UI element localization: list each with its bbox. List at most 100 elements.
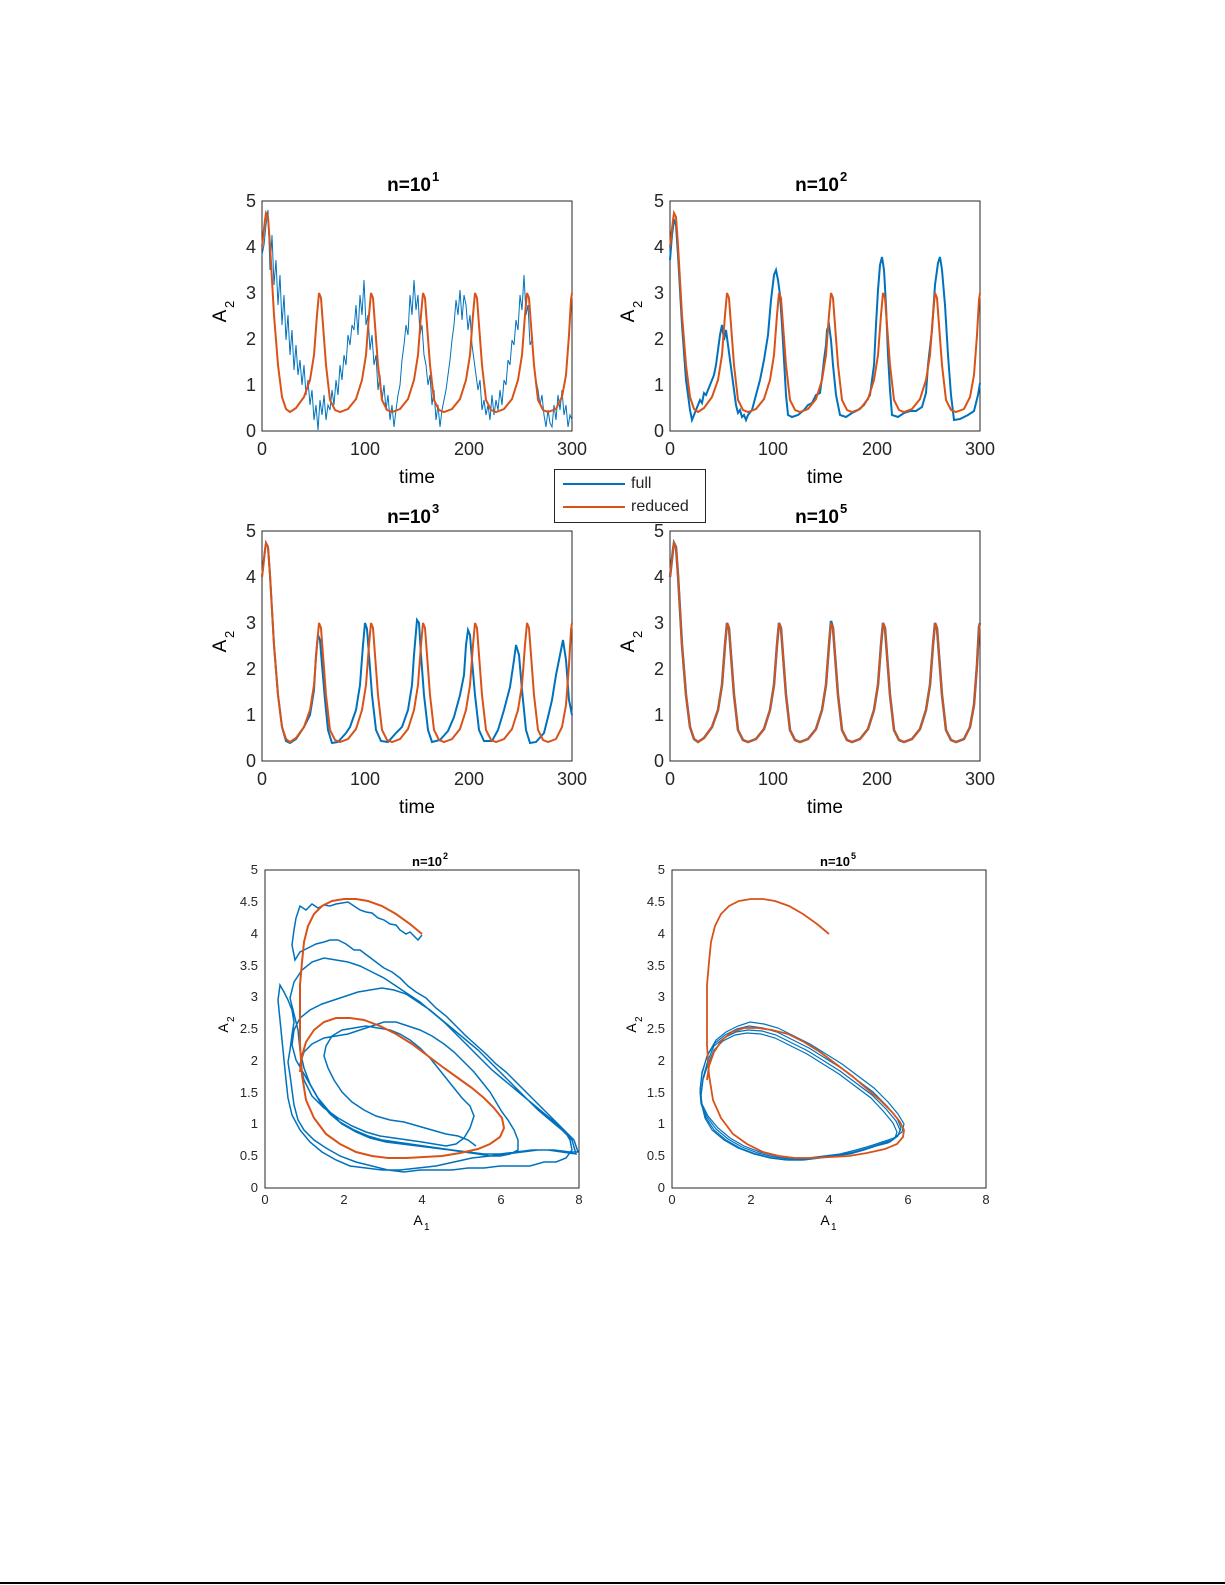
svg-text:2: 2 — [226, 1016, 237, 1022]
svg-text:3.5: 3.5 — [240, 958, 258, 973]
svg-text:A: A — [210, 309, 231, 322]
x-tick-labels: 0 2 4 6 8 — [668, 1192, 989, 1207]
svg-text:2: 2 — [246, 659, 256, 679]
svg-text:5: 5 — [840, 501, 847, 516]
page-bottom-rule — [0, 1582, 1225, 1584]
svg-text:2: 2 — [630, 631, 645, 638]
svg-text:0.5: 0.5 — [647, 1148, 665, 1163]
legend: full reduced — [554, 469, 706, 523]
series-full — [261, 209, 573, 431]
svg-text:2: 2 — [251, 1053, 258, 1068]
y-axis-label: A 2 — [215, 1016, 237, 1033]
svg-text:3: 3 — [251, 989, 258, 1004]
x-axis-label: time — [807, 467, 843, 488]
svg-text:300: 300 — [965, 769, 995, 789]
x-axis-label: A 1 — [413, 1212, 430, 1233]
svg-text:3: 3 — [246, 283, 256, 303]
y-axis-label: A 2 — [618, 631, 645, 653]
svg-text:4.5: 4.5 — [647, 894, 665, 909]
x-tick-labels: 0 100 200 300 — [665, 769, 995, 789]
svg-text:2: 2 — [747, 1192, 754, 1207]
svg-text:2: 2 — [222, 301, 237, 308]
y-axis-label: A 2 — [210, 631, 237, 653]
chart-panel-n10-5: n=10 5 0 1 2 3 4 5 0 100 200 300 time A 2 — [608, 495, 1008, 825]
svg-text:5: 5 — [246, 521, 256, 541]
svg-text:4: 4 — [654, 237, 664, 257]
y-tick-labels: 0 1 2 3 4 5 — [246, 191, 256, 441]
chart-svg: n=10 3 0 1 2 3 4 5 0 100 200 300 time A 2 — [210, 501, 587, 818]
legend-line-reduced — [563, 506, 625, 508]
svg-text:A: A — [623, 1023, 639, 1033]
svg-text:4.5: 4.5 — [240, 894, 258, 909]
svg-text:1.5: 1.5 — [647, 1085, 665, 1100]
chart-panel-n10-3: n=10 3 0 1 2 3 4 5 0 100 200 300 time A 2 — [200, 495, 600, 825]
svg-text:1: 1 — [654, 705, 664, 725]
svg-text:4: 4 — [246, 237, 256, 257]
svg-text:1.5: 1.5 — [240, 1085, 258, 1100]
plot-area — [264, 869, 580, 1189]
svg-text:100: 100 — [758, 769, 788, 789]
svg-text:2: 2 — [840, 169, 847, 184]
plot-area — [669, 200, 981, 432]
x-tick-labels: 0 100 200 300 — [257, 769, 587, 789]
svg-text:300: 300 — [965, 439, 995, 459]
svg-text:A: A — [215, 1023, 231, 1033]
svg-text:3: 3 — [432, 501, 439, 516]
plot-area — [261, 200, 573, 432]
svg-text:A: A — [618, 639, 639, 652]
svg-text:2: 2 — [634, 1016, 645, 1022]
y-tick-labels: 0 0.5 1 1.5 2 2.5 3 3.5 4 4.5 5 — [647, 862, 665, 1195]
svg-text:0: 0 — [658, 1180, 665, 1195]
y-tick-labels: 0 1 2 3 4 5 — [246, 521, 256, 771]
plot-area — [261, 530, 573, 762]
y-axis-label: A 2 — [623, 1016, 645, 1033]
svg-text:3.5: 3.5 — [647, 958, 665, 973]
legend-item-full: full — [563, 474, 651, 494]
x-tick-labels: 0 2 4 6 8 — [261, 1192, 582, 1207]
svg-text:5: 5 — [654, 521, 664, 541]
svg-text:1: 1 — [246, 705, 256, 725]
y-tick-labels: 0 1 2 3 4 5 — [654, 191, 664, 441]
svg-text:1: 1 — [251, 1116, 258, 1131]
chart-title: n=10 — [820, 854, 850, 869]
plot-area — [669, 530, 981, 762]
svg-text:1: 1 — [246, 375, 256, 395]
chart-svg: n=10 5 0 1 2 3 4 5 0 100 200 300 time A 2 — [618, 501, 995, 818]
svg-text:2: 2 — [340, 1192, 347, 1207]
svg-text:3: 3 — [246, 613, 256, 633]
svg-text:0: 0 — [654, 751, 664, 771]
svg-text:0: 0 — [665, 439, 675, 459]
svg-text:0: 0 — [654, 421, 664, 441]
svg-text:0: 0 — [261, 1192, 268, 1207]
y-tick-labels: 0 0.5 1 1.5 2 2.5 3 3.5 4 4.5 5 — [240, 862, 258, 1195]
series-reduced — [261, 209, 573, 414]
svg-text:A: A — [618, 309, 639, 322]
x-axis-label: time — [399, 467, 435, 488]
chart-title: n=10 — [412, 854, 442, 869]
chart-title: n=10 — [387, 175, 431, 196]
svg-text:2: 2 — [246, 329, 256, 349]
svg-text:300: 300 — [557, 769, 587, 789]
svg-text:5: 5 — [251, 862, 258, 877]
svg-text:0: 0 — [668, 1192, 675, 1207]
svg-text:1: 1 — [424, 1222, 430, 1233]
svg-text:3: 3 — [654, 283, 664, 303]
svg-text:0: 0 — [257, 439, 267, 459]
svg-text:4: 4 — [418, 1192, 425, 1207]
svg-text:5: 5 — [851, 851, 856, 861]
x-tick-labels: 0 100 200 300 — [665, 439, 995, 459]
svg-text:100: 100 — [758, 439, 788, 459]
svg-text:8: 8 — [982, 1192, 989, 1207]
series-reduced — [669, 209, 981, 414]
svg-text:8: 8 — [575, 1192, 582, 1207]
series-full — [699, 1021, 905, 1161]
series-reduced — [706, 898, 905, 1159]
x-axis-label: time — [807, 797, 843, 818]
svg-text:A: A — [210, 639, 231, 652]
svg-text:6: 6 — [497, 1192, 504, 1207]
svg-text:A: A — [820, 1212, 830, 1228]
svg-text:2.5: 2.5 — [240, 1021, 258, 1036]
svg-text:5: 5 — [246, 191, 256, 211]
svg-text:200: 200 — [862, 769, 892, 789]
